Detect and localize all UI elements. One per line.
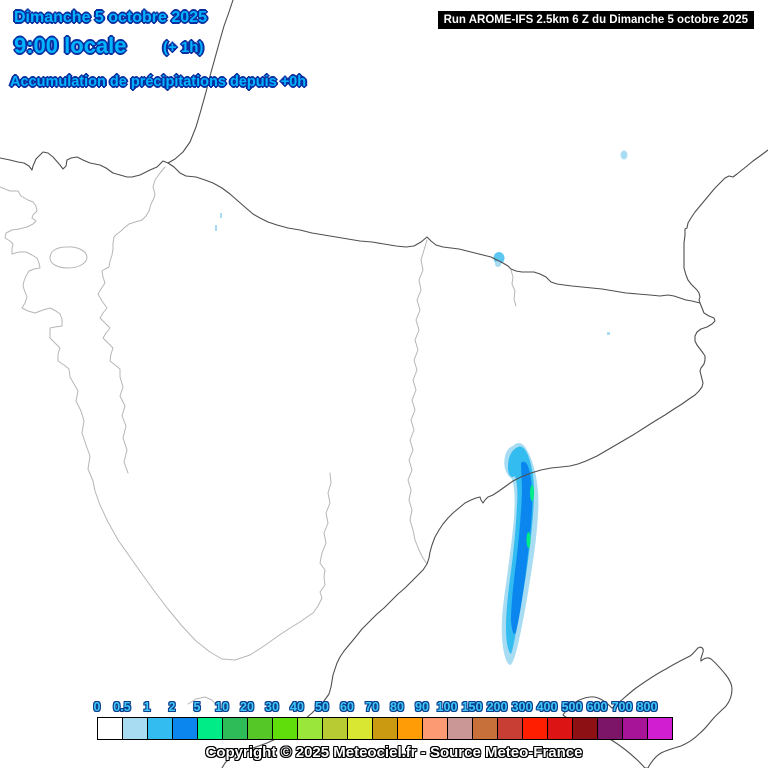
legend-swatch [473, 717, 498, 740]
legend-label: 150 [461, 700, 483, 714]
copyright-label: Copyright © 2025 Meteociel.fr - Source M… [205, 744, 583, 761]
legend-label: 10 [215, 700, 229, 714]
region-border-cerdanya-stub [510, 269, 517, 307]
legend-label: 500 [561, 700, 583, 714]
legend-label: 200 [486, 700, 508, 714]
region-border-fragment [187, 696, 217, 706]
legend-label: 60 [340, 700, 354, 714]
precip-core-green-1 [530, 485, 534, 501]
legend-label: 0 [93, 700, 101, 714]
legend-scale-labels: 0 0.5 1 2 5 10 20 30 40 50 60 70 80 90 100 150 200 300 400… [93, 700, 673, 717]
precip-speck-pyrenees-2 [215, 225, 217, 231]
region-border-basque [0, 186, 301, 661]
legend-label: 20 [240, 700, 254, 714]
legend-label: 70 [365, 700, 379, 714]
coastline-french-atlantic [167, 0, 234, 164]
legend-swatch [223, 717, 248, 740]
legend-swatch [298, 717, 323, 740]
legend-swatch [273, 717, 298, 740]
precip-speck-border [493, 252, 505, 264]
legend-swatch [323, 717, 348, 740]
legend-swatch [348, 717, 373, 740]
precip-speck-sea-east [607, 332, 610, 335]
legend-swatch [623, 717, 648, 740]
precip-band-core [511, 461, 533, 634]
legend-color-scale [97, 717, 673, 740]
legend-swatch [423, 717, 448, 740]
legend: 0 0.5 1 2 5 10 20 30 40 50 60 70 80 90 100 150 200 300 400… [93, 700, 673, 740]
legend-label: 300 [511, 700, 533, 714]
legend-label: 40 [290, 700, 304, 714]
legend-label: 50 [315, 700, 329, 714]
legend-label: 90 [415, 700, 429, 714]
legend-label: 30 [265, 700, 279, 714]
legend-swatch [398, 717, 423, 740]
legend-swatch [548, 717, 573, 740]
parameter-label: Accumulation de précipitations depuis +0… [10, 74, 307, 90]
model-run-banner: Run AROME-IFS 2.5km 6 Z du Dimanche 5 oc… [437, 11, 754, 29]
precip-core-green-2 [526, 532, 531, 548]
coastline-mallorca [562, 646, 733, 768]
precip-speck-border-tail [495, 261, 501, 267]
legend-swatch [198, 717, 223, 740]
legend-label: 80 [390, 700, 404, 714]
region-border-aragon-catalonia [407, 239, 428, 565]
region-border-teruel [299, 472, 332, 623]
legend-swatch [148, 717, 173, 740]
legend-label: 1 [143, 700, 151, 714]
coastline-gulf-of-lion [683, 149, 768, 304]
forecast-offset-label: (+ 1h) [163, 39, 204, 56]
precip-speck-sea-north [620, 150, 628, 160]
legend-swatch [598, 717, 623, 740]
region-border-navarra [97, 166, 166, 474]
legend-label: 700 [611, 700, 633, 714]
legend-swatch [648, 717, 673, 740]
time-label: 9:00 locale [14, 33, 127, 58]
legend-swatch [573, 717, 598, 740]
legend-label: 600 [586, 700, 608, 714]
legend-label: 5 [193, 700, 201, 714]
coastline-catalonia-valencia [221, 302, 716, 768]
legend-swatch [97, 717, 123, 740]
date-label: Dimanche 5 octobre 2025 [14, 9, 207, 26]
legend-label: 800 [636, 700, 658, 714]
legend-label: 100 [436, 700, 458, 714]
legend-label: 2 [168, 700, 176, 714]
legend-swatch [123, 717, 148, 740]
legend-swatch [498, 717, 523, 740]
region-border-trevino-enclave [49, 246, 88, 269]
legend-swatch [248, 717, 273, 740]
legend-swatch [173, 717, 198, 740]
legend-label: 400 [536, 700, 558, 714]
legend-swatch [373, 717, 398, 740]
legend-label: 0.5 [113, 700, 131, 714]
border-pyrenees [167, 162, 701, 304]
coastline-north-spain [0, 151, 169, 178]
precip-speck-pyrenees-1 [220, 213, 222, 218]
legend-swatch [448, 717, 473, 740]
legend-swatch [523, 717, 548, 740]
